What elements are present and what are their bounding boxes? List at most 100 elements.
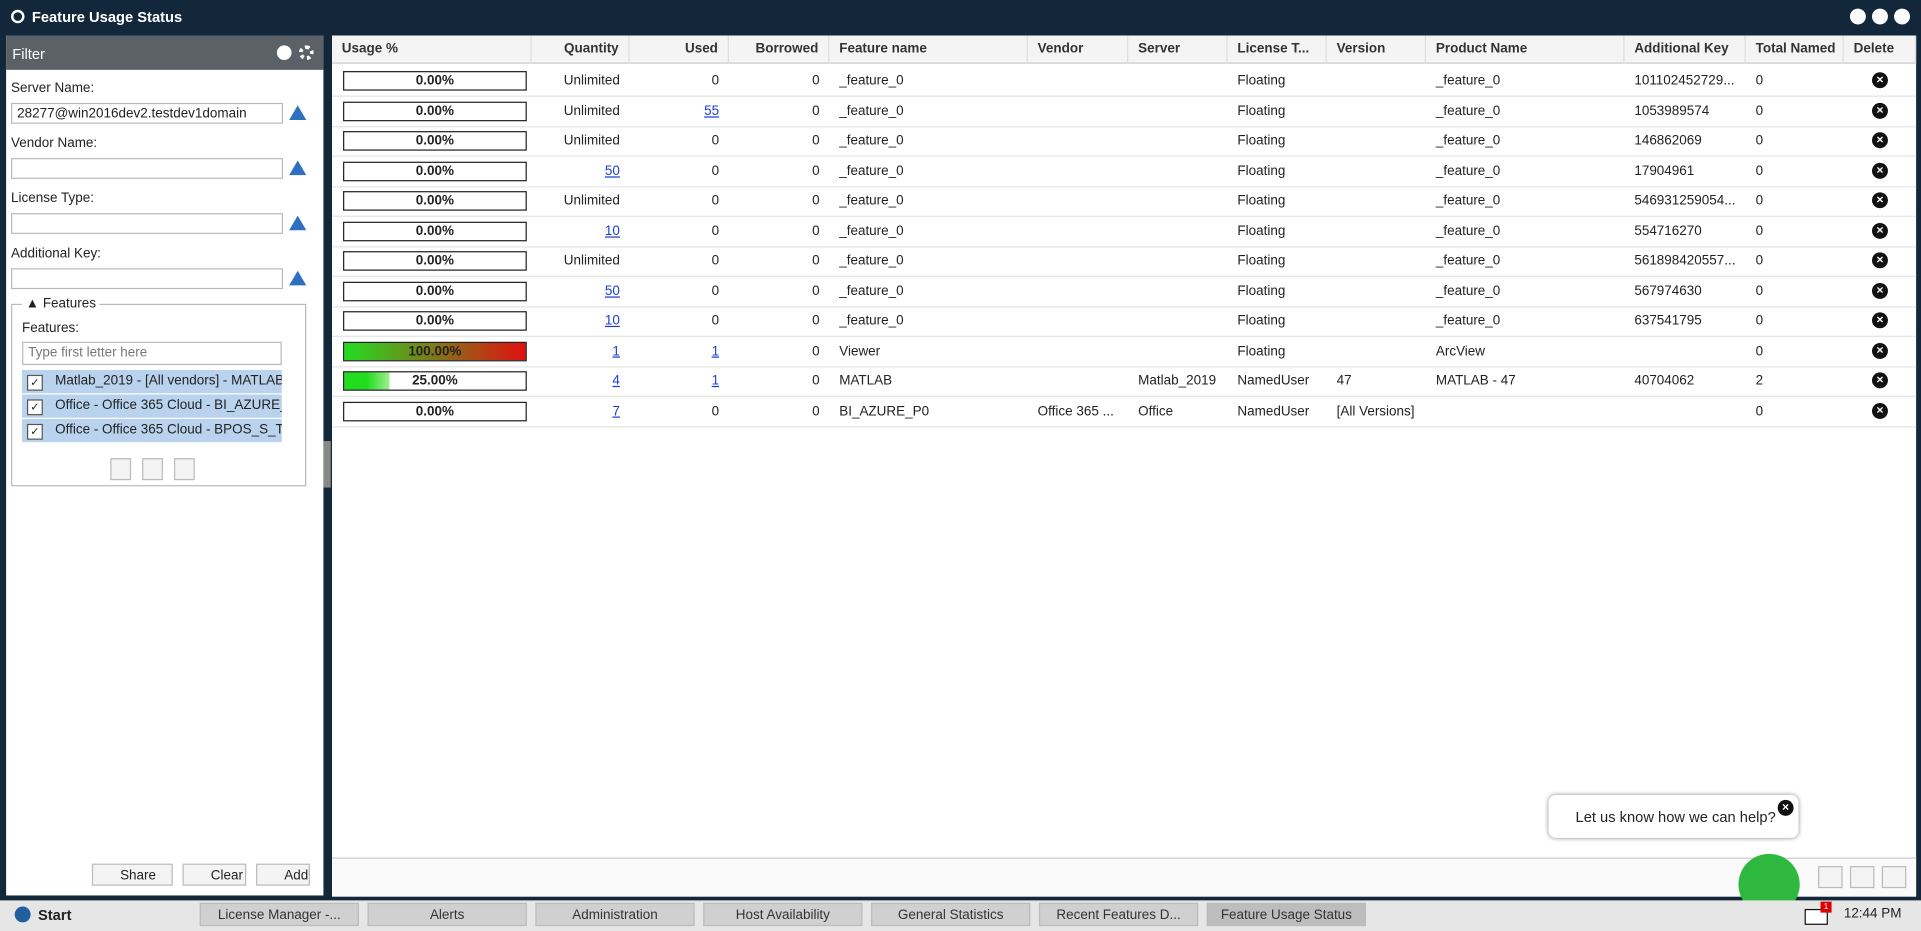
license-select[interactable] <box>11 213 284 234</box>
cell-link[interactable]: 1 <box>711 343 720 359</box>
vendor-select[interactable] <box>11 158 284 179</box>
cell-link[interactable]: 7 <box>612 403 620 419</box>
feature-search[interactable]: Type first letter here <box>22 341 282 366</box>
checkbox[interactable]: ✓ <box>26 399 43 416</box>
table-cell <box>1426 396 1624 425</box>
cell-link[interactable]: 50 <box>604 163 620 179</box>
column-header[interactable]: Quantity <box>531 35 630 64</box>
settings-button[interactable] <box>298 45 314 61</box>
print-button[interactable] <box>1881 866 1907 889</box>
table-cell: _feature_0 <box>1426 246 1624 275</box>
cell-text: Matlab_2019 <box>1138 373 1217 389</box>
cell-text: _feature_0 <box>1435 73 1501 89</box>
task-button[interactable]: Recent Features D... <box>1038 902 1199 927</box>
feature-item[interactable]: ✓ Office - Office 365 Cloud - BI_AZURE_I <box>22 394 282 418</box>
column-header[interactable]: Usage % <box>332 35 532 64</box>
delete-button[interactable]: × <box>1871 252 1888 269</box>
column-header[interactable]: Delete <box>1843 35 1917 64</box>
button-label: Clear <box>210 868 243 884</box>
column-header[interactable]: Product Name <box>1426 35 1625 64</box>
clear-selection-button[interactable] <box>173 458 195 481</box>
feature-item[interactable]: ✓ Office - Office 365 Cloud - BPOS_S_TO <box>22 418 282 443</box>
features-group-title[interactable]: ▲ Features <box>22 296 100 312</box>
task-button[interactable]: License Manager -... <box>199 902 359 927</box>
task-button[interactable]: Administration <box>535 902 695 927</box>
column-header[interactable]: License T... <box>1227 35 1327 64</box>
delete-button[interactable]: × <box>1871 402 1888 419</box>
mail-icon[interactable] <box>1804 908 1828 925</box>
delete-button[interactable]: × <box>1871 222 1888 239</box>
cell-text: Floating <box>1237 193 1286 209</box>
key-input[interactable] <box>11 268 284 290</box>
filter-button[interactable]: Add <box>256 863 310 886</box>
start-button[interactable]: Start <box>37 906 72 924</box>
usage-bar: 0.00% <box>332 186 532 215</box>
feature-item[interactable]: ✓ Matlab_2019 - [All vendors] - MATLAB - <box>22 369 282 394</box>
table-cell <box>1625 396 1746 425</box>
chat-close[interactable]: × <box>1777 799 1794 816</box>
table-cell: _feature_0 <box>1426 156 1624 185</box>
table-cell <box>1128 126 1227 155</box>
column-header[interactable]: Vendor <box>1027 35 1129 64</box>
cell-link[interactable]: 55 <box>704 103 720 119</box>
checkbox[interactable]: ✓ <box>26 374 43 391</box>
task-button[interactable]: Feature Usage Status <box>1206 902 1367 927</box>
checkbox[interactable]: ✓ <box>26 423 43 440</box>
table-cell: 0 <box>630 186 729 215</box>
cell-text: 0 <box>1755 163 1764 179</box>
task-button[interactable]: Alerts <box>367 902 527 927</box>
cell-text: 1053989574 <box>1634 103 1710 119</box>
table-cell <box>1028 216 1128 245</box>
cell-link[interactable]: 4 <box>612 373 620 389</box>
server-select[interactable]: 28277@win2016dev2.testdev1domain <box>11 102 284 124</box>
delete-button[interactable]: × <box>1871 132 1888 149</box>
cell-link[interactable]: 10 <box>604 223 620 239</box>
delete-button[interactable]: × <box>1871 312 1888 329</box>
cell-link[interactable]: 50 <box>604 283 620 299</box>
delete-button[interactable]: × <box>1871 102 1888 119</box>
column-header[interactable]: Version <box>1326 35 1427 64</box>
column-header[interactable]: Server <box>1128 35 1228 64</box>
cell-text: Unlimited <box>563 73 620 89</box>
column-header[interactable]: Feature name <box>829 35 1028 64</box>
delete-button[interactable]: × <box>1871 282 1888 299</box>
cell-text: 637541795 <box>1634 313 1702 329</box>
delete-button[interactable]: × <box>1871 342 1888 359</box>
refresh-button[interactable] <box>1818 866 1843 889</box>
cell-text: Floating <box>1237 103 1286 119</box>
select-none-button[interactable] <box>142 458 163 481</box>
splitter[interactable] <box>323 441 331 488</box>
minimize-button[interactable] <box>1849 8 1866 25</box>
cell-link[interactable]: 1 <box>711 373 720 389</box>
delete-button[interactable]: × <box>1871 162 1888 179</box>
select-all-button[interactable] <box>110 458 132 481</box>
usage-label: 0.00% <box>415 283 455 299</box>
task-button[interactable]: Host Availability <box>703 902 863 927</box>
delete-button[interactable]: × <box>1871 72 1888 89</box>
filter-button[interactable]: Clear <box>182 863 247 886</box>
close-button[interactable] <box>1894 8 1910 25</box>
table-cell: 0 <box>630 246 729 275</box>
cell-text: 0 <box>711 253 720 269</box>
filter-button[interactable]: Share <box>91 863 173 886</box>
table-cell: _feature_0 <box>829 246 1027 275</box>
table-cell <box>1028 126 1128 155</box>
cell-text: 0 <box>711 283 720 299</box>
column-header[interactable]: Borrowed <box>728 35 830 64</box>
column-header[interactable]: Used <box>629 35 729 64</box>
delete-button[interactable]: × <box>1871 192 1888 209</box>
maximize-button[interactable] <box>1871 8 1888 25</box>
export-button[interactable] <box>1849 866 1875 889</box>
warning-icon <box>289 160 307 176</box>
table-cell: 146862069 <box>1625 126 1746 155</box>
column-header[interactable]: Total Named <box>1745 35 1844 64</box>
column-header[interactable]: Additional Key <box>1624 35 1746 64</box>
collapse-button[interactable] <box>276 45 292 61</box>
table-cell <box>1028 246 1128 275</box>
task-button[interactable]: General Statistics <box>871 902 1031 927</box>
cell-link[interactable]: 10 <box>604 313 620 329</box>
delete-button[interactable]: × <box>1871 372 1888 389</box>
chat-text: Let us know how we can help? <box>1575 808 1776 826</box>
usage-bar-frame: 0.00% <box>343 401 527 421</box>
cell-link[interactable]: 1 <box>612 343 620 359</box>
